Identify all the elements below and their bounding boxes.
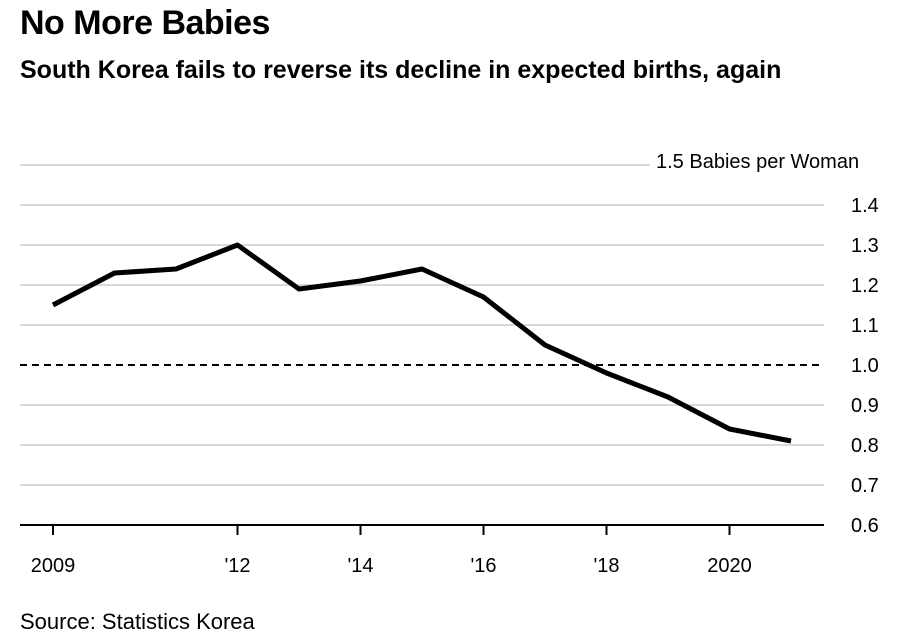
y-tick-label: 1.1 bbox=[851, 315, 879, 337]
chart-subtitle: South Korea fails to reverse its decline… bbox=[20, 56, 782, 84]
y-tick-label: 0.7 bbox=[851, 475, 879, 497]
chart-title: No More Babies bbox=[20, 4, 270, 42]
y-tick-label: 1.0 bbox=[851, 355, 879, 377]
x-tick-label: 2020 bbox=[707, 555, 752, 577]
series-line bbox=[51, 242, 792, 444]
y-tick-label: 1.3 bbox=[851, 235, 879, 257]
y-tick-label: 1.4 bbox=[851, 195, 879, 217]
x-tick-label: '12 bbox=[224, 555, 250, 577]
source-note: Source: Statistics Korea bbox=[20, 609, 255, 634]
x-tick-label: '18 bbox=[593, 555, 619, 577]
y-unit-label: 1.5 Babies per Woman bbox=[656, 151, 859, 173]
x-tick-label: 2009 bbox=[31, 555, 76, 577]
y-tick-label: 0.8 bbox=[851, 435, 879, 457]
y-tick-label: 0.6 bbox=[851, 515, 879, 537]
x-tick-label: '16 bbox=[470, 555, 496, 577]
x-tick-label: '14 bbox=[347, 555, 373, 577]
y-tick-label: 1.2 bbox=[851, 275, 879, 297]
y-tick-label: 0.9 bbox=[851, 395, 879, 417]
